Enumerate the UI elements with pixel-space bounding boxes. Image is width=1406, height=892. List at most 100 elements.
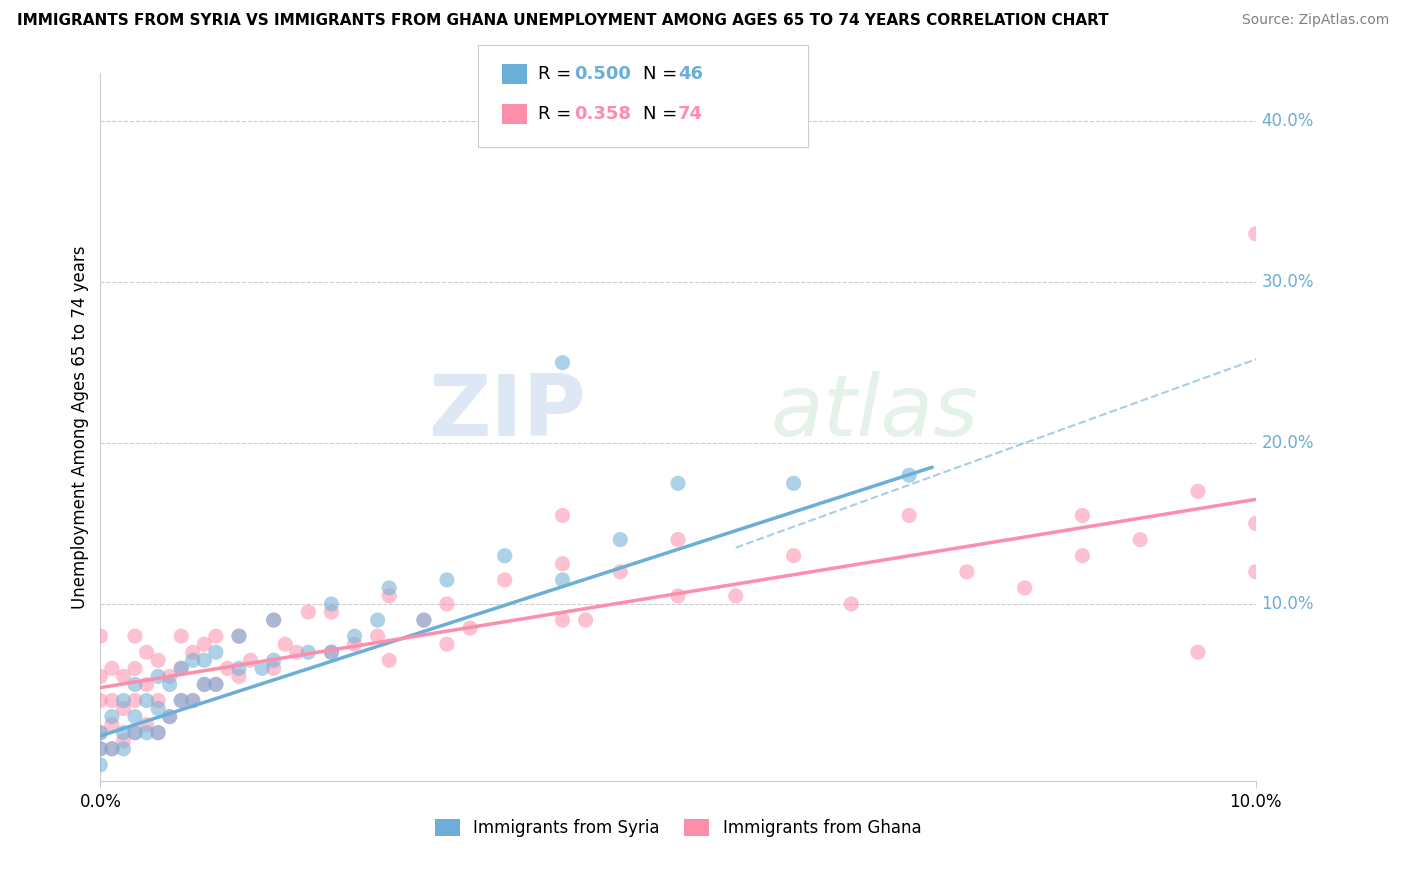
Point (1187, 645, 1209, 659)
Point (101, 661, 124, 675)
Point (263, 613, 285, 627)
Point (101, 717, 124, 731)
Text: R =: R = (538, 105, 578, 123)
Point (228, 629, 250, 643)
Point (193, 653, 215, 667)
Point (193, 637, 215, 651)
Text: IMMIGRANTS FROM SYRIA VS IMMIGRANTS FROM GHANA UNEMPLOYMENT AMONG AGES 65 TO 74 : IMMIGRANTS FROM SYRIA VS IMMIGRANTS FROM… (17, 13, 1108, 29)
Text: 30.0%: 30.0% (1261, 273, 1315, 291)
Point (124, 725, 146, 739)
Point (124, 629, 146, 643)
Point (124, 677, 146, 691)
Text: 46: 46 (678, 65, 703, 83)
Point (170, 693, 193, 707)
Point (112, 701, 135, 715)
Point (135, 725, 157, 739)
Point (135, 717, 157, 731)
Point (782, 549, 804, 563)
Point (609, 533, 631, 547)
Point (146, 725, 169, 739)
Point (89, 725, 111, 739)
Point (609, 565, 631, 579)
Legend: Immigrants from Syria, Immigrants from Ghana: Immigrants from Syria, Immigrants from G… (427, 812, 928, 844)
Text: 0.358: 0.358 (574, 105, 631, 123)
Point (89, 669, 111, 683)
Point (343, 629, 366, 643)
Point (841, 597, 863, 611)
Text: N =: N = (643, 65, 682, 83)
Point (412, 613, 434, 627)
Point (101, 693, 124, 707)
Text: 20.0%: 20.0% (1261, 434, 1315, 452)
Point (378, 581, 401, 595)
Point (412, 613, 434, 627)
Point (436, 637, 458, 651)
Point (181, 693, 204, 707)
Point (1129, 533, 1152, 547)
Point (181, 693, 204, 707)
Text: Source: ZipAtlas.com: Source: ZipAtlas.com (1241, 13, 1389, 28)
Point (551, 508, 574, 523)
Point (205, 677, 228, 691)
Point (1244, 227, 1267, 241)
Point (1187, 484, 1209, 499)
Point (89, 757, 111, 772)
Point (239, 653, 262, 667)
Point (101, 709, 124, 723)
Point (228, 669, 250, 683)
Point (297, 645, 319, 659)
Point (228, 629, 250, 643)
Point (112, 693, 135, 707)
Point (263, 661, 285, 675)
Point (181, 653, 204, 667)
Point (159, 709, 181, 723)
Point (494, 549, 516, 563)
Point (101, 741, 124, 756)
Point (274, 637, 297, 651)
Point (551, 573, 574, 587)
Point (146, 653, 169, 667)
Point (898, 468, 921, 483)
Point (135, 645, 157, 659)
Point (250, 661, 273, 675)
Point (170, 693, 193, 707)
Point (343, 637, 366, 651)
Point (297, 605, 319, 619)
Point (1071, 549, 1094, 563)
Point (321, 605, 343, 619)
Text: atlas: atlas (770, 371, 979, 454)
Point (898, 508, 921, 523)
Point (124, 725, 146, 739)
Point (321, 597, 343, 611)
Point (89, 725, 111, 739)
Text: 10.0%: 10.0% (1261, 595, 1315, 613)
Point (205, 645, 228, 659)
Point (89, 741, 111, 756)
Point (378, 653, 401, 667)
Point (89, 693, 111, 707)
Point (458, 621, 481, 635)
Point (193, 677, 215, 691)
Point (724, 589, 747, 603)
Point (1014, 581, 1036, 595)
Point (436, 597, 458, 611)
Point (101, 741, 124, 756)
Point (367, 629, 389, 643)
Point (146, 725, 169, 739)
Point (112, 669, 135, 683)
Y-axis label: Unemployment Among Ages 65 to 74 years: Unemployment Among Ages 65 to 74 years (72, 245, 89, 608)
Point (575, 613, 598, 627)
Point (263, 653, 285, 667)
Text: 0.500: 0.500 (574, 65, 630, 83)
Text: N =: N = (643, 105, 682, 123)
Point (112, 741, 135, 756)
Point (436, 573, 458, 587)
Point (1071, 508, 1094, 523)
Point (367, 613, 389, 627)
Point (551, 356, 574, 370)
Point (285, 645, 308, 659)
Point (135, 677, 157, 691)
Point (89, 741, 111, 756)
Point (135, 693, 157, 707)
Point (551, 613, 574, 627)
